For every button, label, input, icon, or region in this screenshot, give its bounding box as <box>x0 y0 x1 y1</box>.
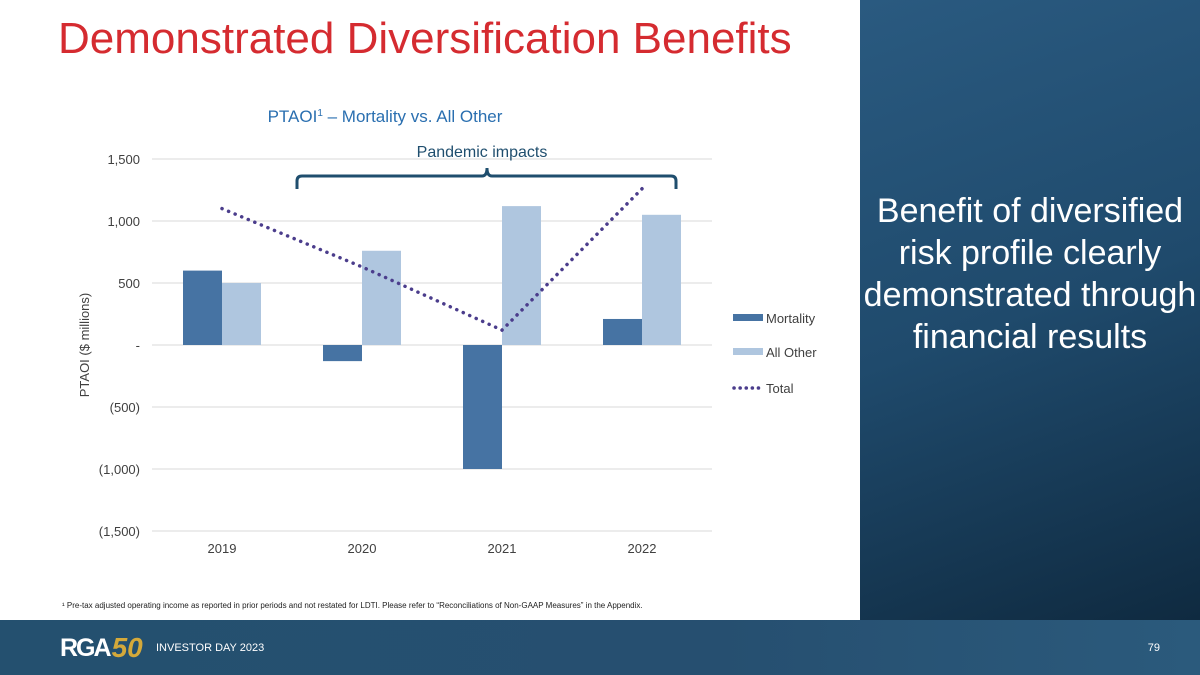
side-panel-text: Benefit of diversified risk profile clea… <box>863 192 1197 356</box>
y-tick-label: 1,000 <box>107 214 140 229</box>
legend-label: Total <box>766 381 794 396</box>
y-tick-label: 1,500 <box>107 152 140 167</box>
x-tick-label: 2021 <box>488 541 517 556</box>
legend-label: All Other <box>766 345 817 360</box>
chart-title: PTAOI1 – Mortality vs. All Other <box>268 107 503 126</box>
legend-swatch-mortality <box>733 314 763 321</box>
y-tick-label: 500 <box>118 276 140 291</box>
slide-title: Demonstrated Diversification Benefits <box>58 14 792 63</box>
x-tick-label: 2019 <box>208 541 237 556</box>
pandemic-brace <box>295 167 678 189</box>
x-tick-label: 2020 <box>348 541 377 556</box>
side-panel: Benefit of diversified risk profile clea… <box>860 0 1200 620</box>
y-tick-label: (1,500) <box>99 524 140 539</box>
annotation-label: Pandemic impacts <box>417 144 548 161</box>
bar-mortality <box>603 318 642 345</box>
legend-swatch-all-other <box>733 348 763 355</box>
footnote: ¹ Pre-tax adjusted operating income as r… <box>62 601 643 610</box>
y-tick-label: (1,000) <box>99 462 140 477</box>
y-tick-label: (500) <box>110 400 140 415</box>
bar-all-other <box>502 206 541 345</box>
y-tick-label: - <box>136 338 140 353</box>
rga-50-logo: RGA 50 <box>60 632 143 663</box>
bar-mortality <box>323 345 362 362</box>
bar-all-other <box>642 214 681 345</box>
bar-all-other <box>362 250 401 345</box>
page-number: 79 <box>1147 642 1160 654</box>
legend-label: Mortality <box>766 311 816 326</box>
chart: PTAOI1 – Mortality vs. All Other 1,500 1,0… <box>77 107 817 556</box>
bar-all-other <box>222 283 261 345</box>
bar-mortality <box>463 345 502 469</box>
total-line <box>220 187 644 333</box>
x-tick-label: 2022 <box>628 541 657 556</box>
event-name: INVESTOR DAY 2023 <box>156 642 265 654</box>
footer: RGA 50 INVESTOR DAY 2023 79 <box>0 620 1200 675</box>
y-axis-label: PTAOI ($ millions) <box>77 293 92 398</box>
bar-mortality <box>183 270 222 345</box>
